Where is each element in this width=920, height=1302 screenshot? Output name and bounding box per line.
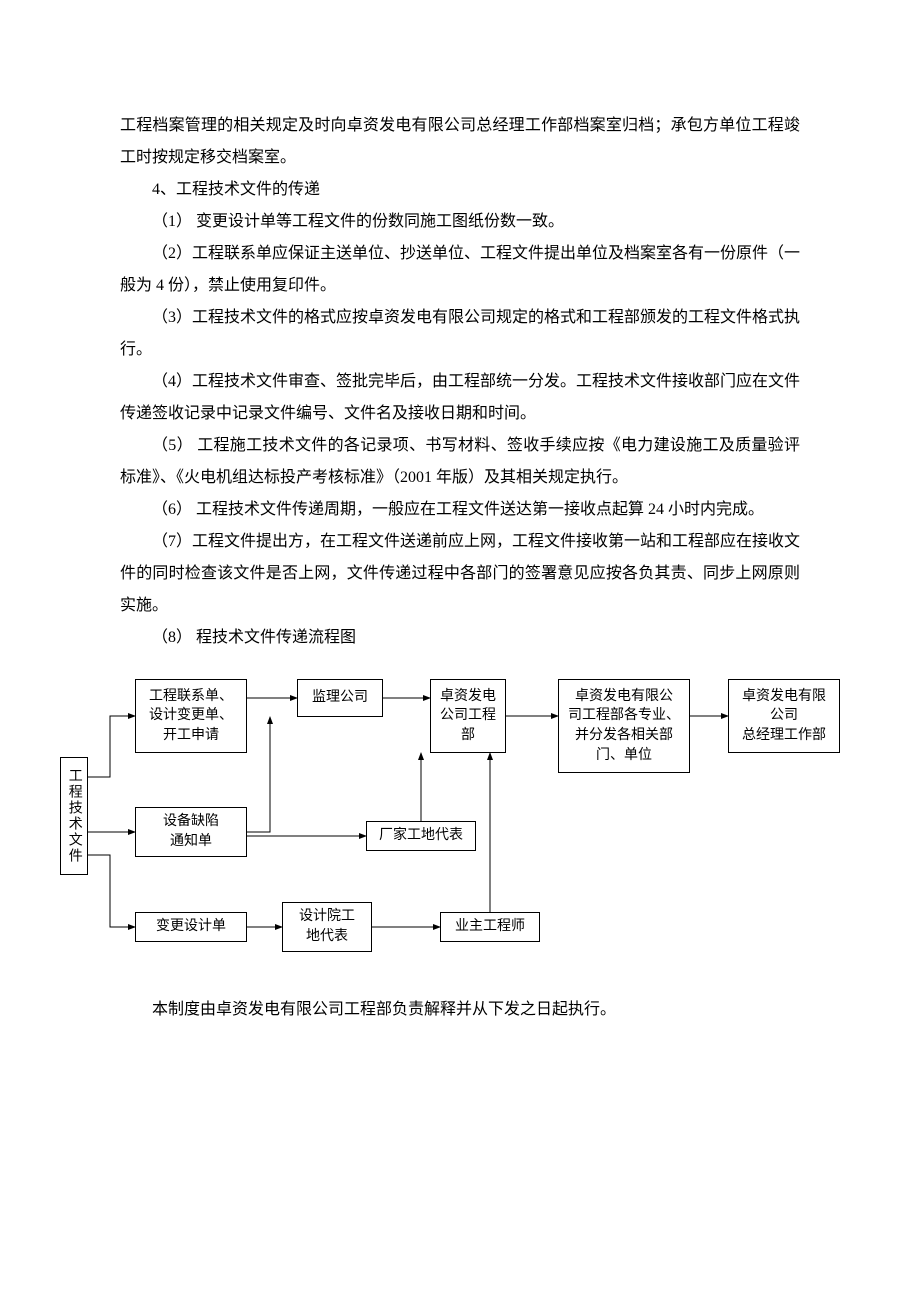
para-6: （5） 工程施工技术文件的各记录项、书写材料、签收手续应按《电力建设施工及质量验… xyxy=(120,430,800,494)
flowchart-node-n3: 变更设计单 xyxy=(135,912,247,942)
flowchart-edge-2 xyxy=(88,855,135,927)
flowchart-node-n1: 工程联系单、设计变更单、开工申请 xyxy=(135,679,247,753)
flowchart-edge-0 xyxy=(88,716,135,777)
para-8: （7）工程文件提出方，在工程文件送递前应上网，工程文件接收第一站和工程部应在接收… xyxy=(120,526,800,622)
flowchart-node-n4: 监理公司 xyxy=(297,679,383,717)
para-4: （3）工程技术文件的格式应按卓资发电有限公司规定的格式和工程部颁发的工程文件格式… xyxy=(120,302,800,366)
flowchart-edge-4 xyxy=(247,717,270,832)
flowchart-node-n5: 设计院工地代表 xyxy=(282,902,372,952)
para-0: 工程档案管理的相关规定及时向卓资发电有限公司总经理工作部档案室归档；承包方单位工… xyxy=(120,110,800,174)
flowchart-node-n7: 卓资发电公司工程部 xyxy=(430,679,506,753)
flowchart: 工程技术文件 工程联系单、设计变更单、开工申请设备缺陷通知单变更设计单 监理公司设计… xyxy=(60,669,840,979)
document-body: 工程档案管理的相关规定及时向卓资发电有限公司总经理工作部档案室归档；承包方单位工… xyxy=(120,110,800,1026)
para-1: 4、工程技术文件的传递 xyxy=(120,174,800,206)
closing-paragraph: 本制度由卓资发电有限公司工程部负责解释并从下发之日起执行。 xyxy=(120,994,800,1026)
para-3: （2）工程联系单应保证主送单位、抄送单位、工程文件提出单位及档案室各有一份原件（… xyxy=(120,238,800,302)
para-5: （4）工程技术文件审查、签批完毕后，由工程部统一分发。工程技术文件接收部门应在文… xyxy=(120,366,800,430)
flowchart-node-n10: 卓资发电有限公司总经理工作部 xyxy=(728,679,840,753)
para-7: （6） 工程技术文件传递周期，一般应在工程文件送达第一接收点起算 24 小时内完… xyxy=(120,494,800,526)
flowchart-node-n6: 厂家工地代表 xyxy=(366,821,476,851)
flowchart-node-source: 工程技术文件 xyxy=(60,757,88,875)
para-9: （8） 程技术文件传递流程图 xyxy=(120,622,800,654)
flowchart-node-n2: 设备缺陷通知单 xyxy=(135,807,247,857)
flowchart-node-n9: 卓资发电有限公司工程部各专业、并分发各相关部门、单位 xyxy=(558,679,690,773)
para-2: （1） 变更设计单等工程文件的份数同施工图纸份数一致。 xyxy=(120,206,800,238)
flowchart-node-n8: 业主工程师 xyxy=(440,912,540,942)
